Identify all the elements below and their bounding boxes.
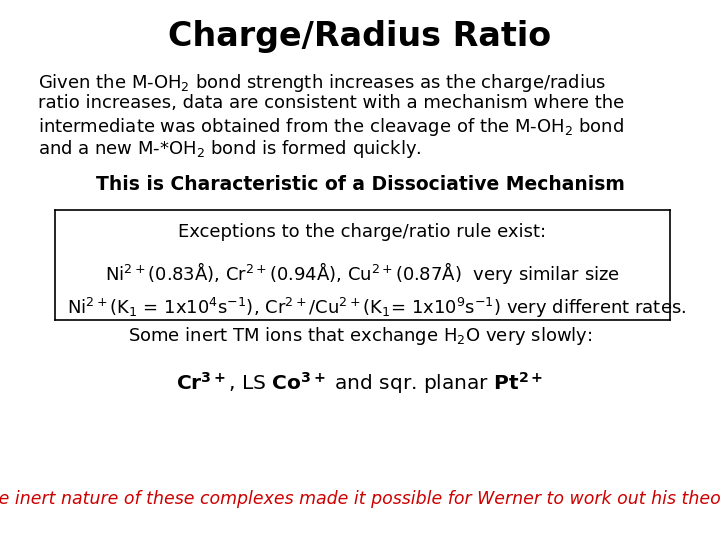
Text: Exceptions to the charge/ratio rule exist:: Exceptions to the charge/ratio rule exis…: [179, 223, 546, 241]
Text: Ni$^{2+}$(0.83Å), Cr$^{2+}$(0.94Å), Cu$^{2+}$(0.87Å)  very similar size: Ni$^{2+}$(0.83Å), Cr$^{2+}$(0.94Å), Cu$^…: [105, 260, 620, 286]
Text: $\bf{Cr^{3+}}$, LS $\bf{Co^{3+}}$ and sqr. planar $\bf{Pt^{2+}}$: $\bf{Cr^{3+}}$, LS $\bf{Co^{3+}}$ and sq…: [176, 370, 544, 396]
Text: The inert nature of these complexes made it possible for Werner to work out his : The inert nature of these complexes made…: [0, 490, 720, 508]
Text: Charge/Radius Ratio: Charge/Radius Ratio: [168, 20, 552, 53]
Text: intermediate was obtained from the cleavage of the M-OH$_2$ bond: intermediate was obtained from the cleav…: [38, 116, 624, 138]
Text: This is Characteristic of a Dissociative Mechanism: This is Characteristic of a Dissociative…: [96, 175, 624, 194]
Text: Ni$^{2+}$(K$_1$ = 1x10$^4$s$^{-1}$), Cr$^{2+}$/Cu$^{2+}$(K$_1$= 1x10$^9$s$^{-1}$: Ni$^{2+}$(K$_1$ = 1x10$^4$s$^{-1}$), Cr$…: [67, 296, 686, 320]
Text: Given the M-OH$_2$ bond strength increases as the charge/radius: Given the M-OH$_2$ bond strength increas…: [38, 72, 606, 94]
Text: Some inert TM ions that exchange H$_2$O very slowly:: Some inert TM ions that exchange H$_2$O …: [127, 325, 593, 347]
Text: ratio increases, data are consistent with a mechanism where the: ratio increases, data are consistent wit…: [38, 94, 624, 112]
Text: and a new M-*OH$_2$ bond is formed quickly.: and a new M-*OH$_2$ bond is formed quick…: [38, 138, 422, 160]
